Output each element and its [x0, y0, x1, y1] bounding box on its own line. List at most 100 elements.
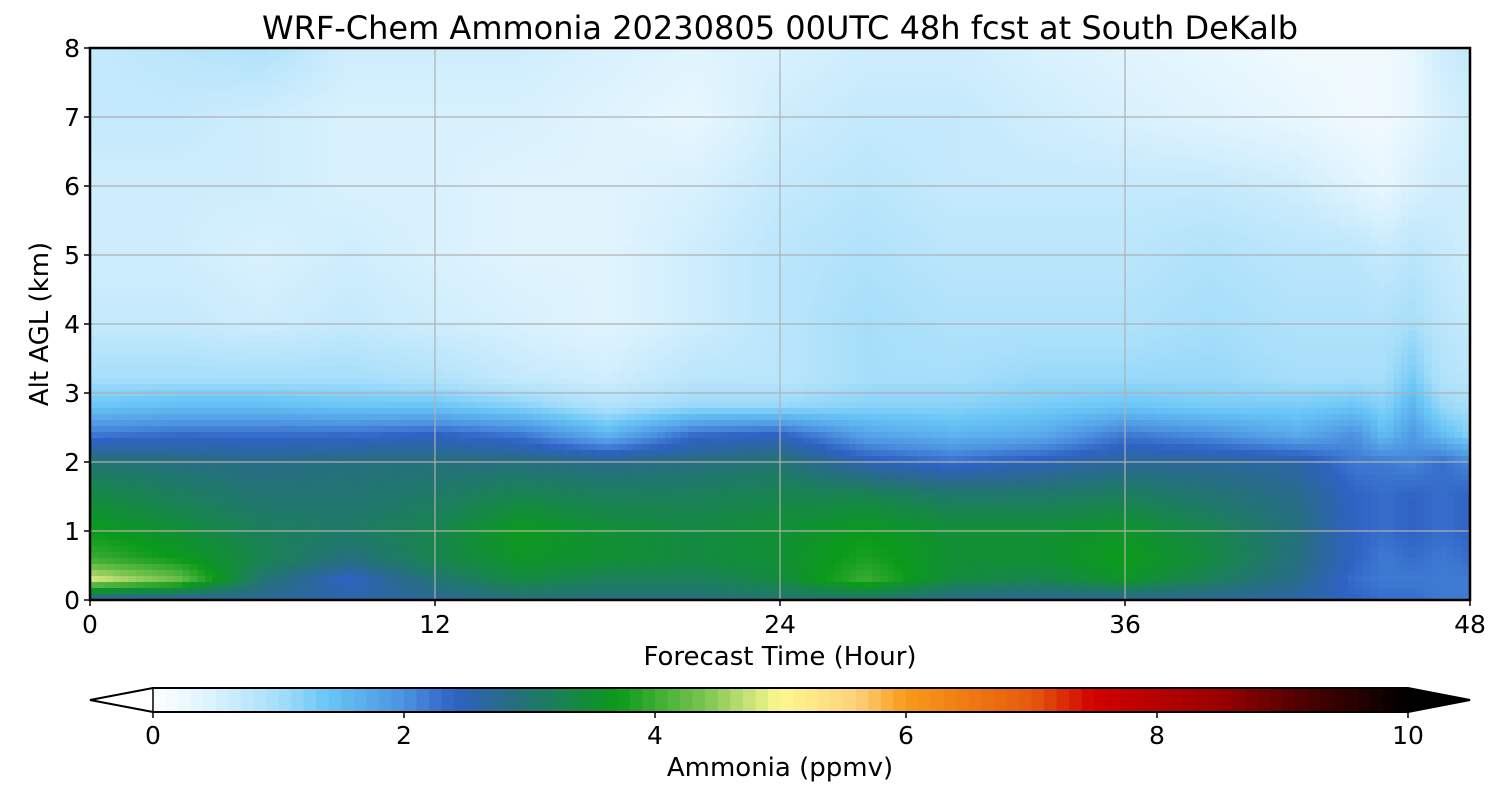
heatmap-cell: [105, 66, 114, 73]
heatmap-cell: [1186, 144, 1195, 151]
heatmap-cell: [1040, 90, 1049, 97]
heatmap-cell: [1240, 180, 1249, 187]
heatmap-cell: [335, 150, 344, 157]
heatmap-cell: [1155, 156, 1164, 163]
heatmap-cell: [159, 132, 168, 139]
heatmap-cell: [711, 138, 720, 145]
heatmap-cell: [228, 66, 237, 73]
heatmap-cell: [419, 108, 428, 115]
heatmap-cell: [1125, 192, 1134, 199]
heatmap-cell: [197, 198, 206, 205]
heatmap-cell: [442, 60, 451, 67]
heatmap-cell: [1002, 54, 1011, 61]
heatmap-cell: [672, 48, 681, 55]
heatmap-cell: [1040, 96, 1049, 103]
heatmap-cell: [1063, 84, 1072, 91]
heatmap-cell: [695, 48, 704, 55]
heatmap-cell: [879, 174, 888, 181]
heatmap-cell: [465, 156, 474, 163]
heatmap-cell: [1385, 72, 1394, 79]
heatmap-cell: [603, 156, 612, 163]
heatmap-cell: [856, 162, 865, 169]
heatmap-cell: [1424, 60, 1433, 67]
heatmap-cell: [274, 90, 283, 97]
heatmap-cell: [810, 96, 819, 103]
heatmap-cell: [619, 150, 628, 157]
heatmap-cell: [1247, 66, 1256, 73]
heatmap-cell: [879, 72, 888, 79]
heatmap-cell: [787, 132, 796, 139]
heatmap-cell: [695, 102, 704, 109]
heatmap-cell: [197, 84, 206, 91]
heatmap-cell: [504, 192, 513, 199]
heatmap-cell: [1232, 156, 1241, 163]
heatmap-cell: [511, 180, 520, 187]
heatmap-cell: [1178, 174, 1187, 181]
heatmap-cell: [1393, 132, 1402, 139]
heatmap-cell: [619, 66, 628, 73]
heatmap-cell: [105, 120, 114, 127]
heatmap-cell: [458, 96, 467, 103]
heatmap-cell: [335, 108, 344, 115]
heatmap-cell: [887, 54, 896, 61]
heatmap-cell: [1462, 138, 1470, 145]
heatmap-cell: [925, 204, 934, 211]
heatmap-cell: [312, 198, 321, 205]
heatmap-cell: [235, 150, 244, 157]
heatmap-cell: [1378, 162, 1387, 169]
heatmap-cell: [1140, 132, 1149, 139]
heatmap-cell: [688, 60, 697, 67]
heatmap-cell: [1002, 198, 1011, 205]
heatmap-cell: [228, 210, 237, 217]
heatmap-cell: [657, 96, 666, 103]
heatmap-cell: [1255, 186, 1264, 193]
heatmap-cell: [1316, 48, 1325, 55]
heatmap-cell: [1002, 186, 1011, 193]
heatmap-cell: [504, 90, 513, 97]
heatmap-cell: [941, 168, 950, 175]
heatmap-cell: [634, 174, 643, 181]
heatmap-cell: [841, 162, 850, 169]
heatmap-cell: [442, 156, 451, 163]
heatmap-cell: [1424, 72, 1433, 79]
heatmap-cell: [1148, 60, 1157, 67]
heatmap-cell: [442, 120, 451, 127]
heatmap-cell: [166, 168, 175, 175]
heatmap-cell: [136, 144, 145, 151]
heatmap-cell: [435, 60, 444, 67]
heatmap-cell: [580, 132, 589, 139]
heatmap-cell: [910, 126, 919, 133]
heatmap-cell: [1263, 72, 1272, 79]
heatmap-cell: [1063, 72, 1072, 79]
heatmap-cell: [1048, 210, 1057, 217]
heatmap-cell: [1347, 138, 1356, 145]
heatmap-cell: [1355, 198, 1364, 205]
heatmap-cell: [120, 138, 129, 145]
heatmap-cell: [1347, 204, 1356, 211]
heatmap-cell: [182, 108, 191, 115]
heatmap-cell: [1079, 162, 1088, 169]
heatmap-cell: [665, 102, 674, 109]
heatmap-cell: [810, 120, 819, 127]
heatmap-cell: [481, 204, 490, 211]
heatmap-cell: [1370, 48, 1379, 55]
heatmap-cell: [1270, 84, 1279, 91]
heatmap-cell: [97, 96, 106, 103]
heatmap-cell: [803, 132, 812, 139]
heatmap-cell: [1270, 186, 1279, 193]
heatmap-cell: [205, 144, 214, 151]
heatmap-cell: [1079, 54, 1088, 61]
heatmap-cell: [243, 102, 252, 109]
heatmap-cell: [534, 168, 543, 175]
heatmap-cell: [1332, 66, 1341, 73]
heatmap-cell: [327, 72, 336, 79]
heatmap-cell: [1171, 72, 1180, 79]
heatmap-cell: [1347, 78, 1356, 85]
heatmap-cell: [174, 150, 183, 157]
heatmap-cell: [1309, 150, 1318, 157]
heatmap-cell: [872, 180, 881, 187]
heatmap-cell: [856, 132, 865, 139]
heatmap-cell: [1286, 180, 1295, 187]
heatmap-cell: [948, 192, 957, 199]
heatmap-cell: [849, 144, 858, 151]
